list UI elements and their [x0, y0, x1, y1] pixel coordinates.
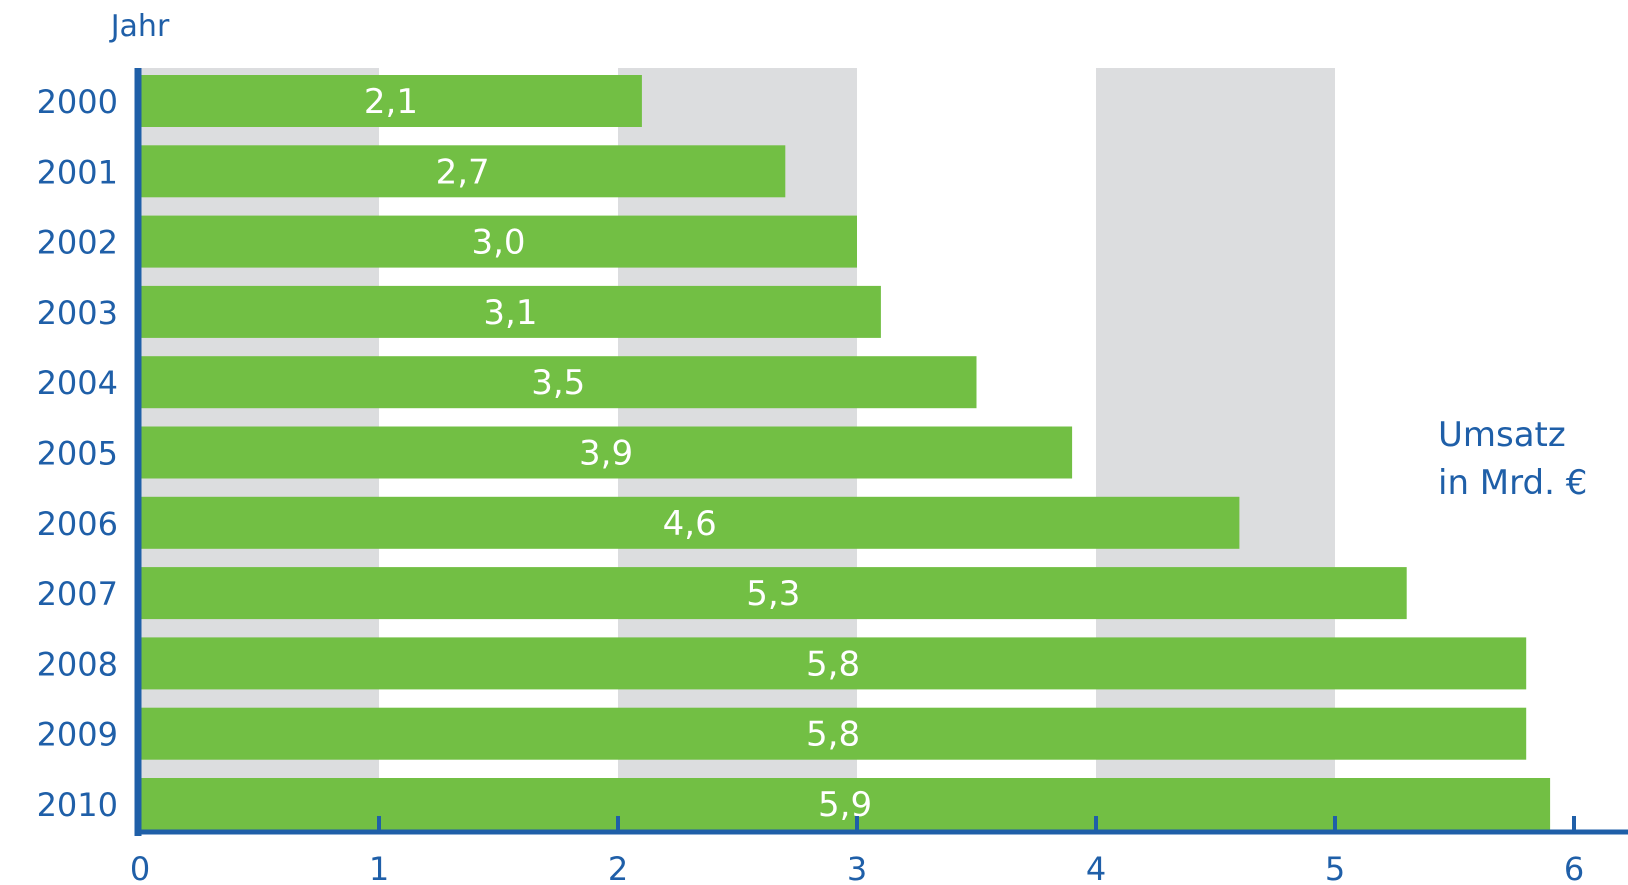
x-tick-label: 3 [847, 850, 867, 885]
bar-value-label: 5,8 [806, 644, 860, 684]
category-label: 2002 [37, 224, 118, 262]
bar [140, 75, 642, 127]
x-tick-label: 0 [130, 850, 150, 885]
x-axis-title-line-1: Umsatz [1438, 415, 1566, 455]
bar-value-label: 5,9 [818, 785, 872, 825]
grid-band [1096, 68, 1335, 832]
bar [140, 285, 881, 338]
bar-value-label: 5,8 [806, 715, 860, 755]
category-label: 2003 [37, 294, 118, 332]
value-labels-group: 2,12,73,03,13,53,94,65,35,85,85,9 [364, 82, 872, 825]
category-label: 2009 [37, 716, 118, 754]
tick-labels-group: 0 1 2 3 4 5 6 [130, 850, 1584, 885]
bar [140, 426, 1073, 479]
bar-value-label: 2,1 [364, 82, 418, 122]
category-label: 2007 [37, 575, 118, 613]
category-label: 2001 [37, 153, 118, 191]
x-tick-label: 1 [369, 850, 389, 885]
bar-value-label: 3,0 [471, 223, 525, 263]
bar [140, 707, 1527, 760]
bars-group [140, 75, 1551, 830]
y-axis-title: Jahr [109, 9, 170, 44]
x-tick-label: 4 [1086, 850, 1106, 885]
bar [140, 496, 1240, 549]
x-axis-title: Umsatz in Mrd. € [1438, 415, 1587, 503]
bar-value-label: 3,9 [579, 434, 633, 474]
x-tick-label: 6 [1564, 850, 1584, 885]
category-label: 2000 [37, 83, 118, 121]
category-labels-group: 2000 2001 2002 2003 2004 2005 2006 2007 2008 2009… [37, 83, 118, 824]
x-tick-label: 2 [608, 850, 628, 885]
bar [140, 215, 857, 268]
bar-value-label: 5,3 [746, 574, 800, 614]
bar [140, 145, 786, 198]
category-label: 2010 [37, 786, 118, 824]
bar-value-label: 3,5 [531, 363, 585, 403]
bar-value-label: 4,6 [663, 504, 717, 544]
axes-group [134, 68, 1628, 836]
bar-value-label: 3,1 [483, 293, 537, 333]
x-tick-label: 5 [1325, 850, 1345, 885]
bar [140, 778, 1551, 830]
bar-value-label: 2,7 [436, 152, 490, 192]
category-label: 2008 [37, 645, 118, 683]
x-axis-title-line-2: in Mrd. € [1438, 463, 1587, 503]
bar [140, 356, 977, 409]
category-label: 2004 [37, 364, 118, 402]
bar [140, 637, 1527, 690]
bar [140, 567, 1407, 620]
category-label: 2006 [37, 505, 118, 543]
category-label: 2005 [37, 435, 118, 473]
